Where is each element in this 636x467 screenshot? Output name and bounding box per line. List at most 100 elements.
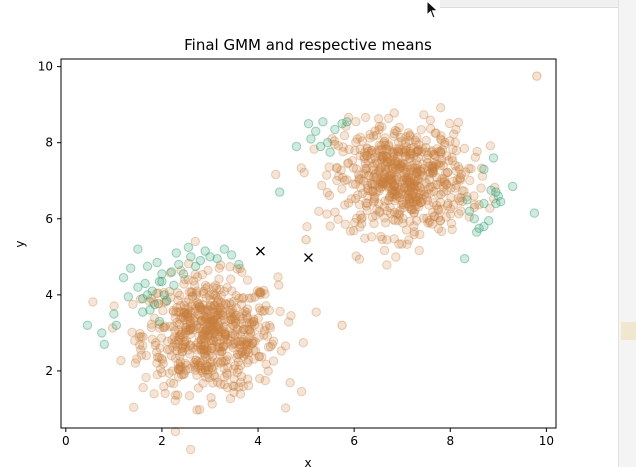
point-orange (205, 295, 216, 305)
point-orange (206, 338, 216, 349)
point-orange (261, 321, 271, 331)
point-orange (220, 356, 231, 366)
point-orange (226, 299, 237, 310)
point-orange (179, 279, 189, 289)
point-orange (196, 315, 207, 326)
point-orange (414, 201, 424, 212)
point-orange (413, 152, 423, 162)
point-orange (180, 311, 190, 321)
point-orange (403, 172, 413, 182)
point-orange (322, 170, 332, 180)
point-orange (342, 175, 352, 185)
point-orange (186, 324, 196, 334)
point-orange (417, 144, 428, 154)
point-orange (377, 179, 388, 189)
point-orange (376, 141, 386, 151)
point-orange (179, 308, 189, 318)
point-orange (254, 322, 264, 333)
point-orange (136, 331, 146, 342)
point-orange (416, 197, 426, 208)
point-orange (389, 158, 400, 169)
point-orange (240, 306, 250, 317)
point-orange (343, 159, 353, 169)
point-green (205, 252, 215, 262)
point-orange (412, 163, 422, 174)
point-orange (409, 229, 419, 240)
point-orange (138, 332, 148, 342)
point-orange (247, 293, 257, 303)
point-orange (411, 192, 421, 202)
point-orange (409, 221, 419, 231)
point-orange (371, 148, 381, 158)
point-orange (162, 345, 173, 355)
point-orange (398, 159, 408, 169)
point-orange (374, 206, 384, 216)
point-orange (433, 147, 443, 157)
point-orange (223, 362, 233, 373)
point-orange (427, 182, 437, 192)
point-orange (382, 157, 392, 167)
point-orange (370, 191, 380, 202)
point-orange (402, 162, 413, 172)
point-orange (466, 164, 476, 174)
point-orange (179, 307, 189, 317)
point-orange (159, 297, 170, 307)
point-orange (242, 336, 252, 347)
point-orange (417, 194, 427, 204)
point-orange (450, 160, 460, 171)
point-orange (436, 189, 446, 200)
point-orange (354, 254, 365, 264)
point-orange (384, 183, 394, 193)
point-orange (381, 160, 391, 170)
point-orange (401, 142, 412, 152)
point-orange (416, 167, 426, 177)
point-orange (178, 331, 188, 342)
point-orange (174, 319, 185, 329)
point-orange (236, 360, 246, 370)
point-orange (239, 340, 250, 350)
point-orange (172, 345, 182, 356)
point-orange (214, 338, 225, 349)
point-orange (245, 318, 255, 328)
point-orange (349, 226, 359, 236)
point-orange (431, 159, 442, 169)
point-orange (193, 360, 204, 370)
point-orange (406, 173, 416, 183)
point-orange (363, 146, 374, 157)
point-orange (424, 200, 434, 210)
point-orange (233, 357, 244, 367)
point-orange (208, 290, 218, 300)
point-orange (188, 343, 198, 353)
point-orange (171, 335, 181, 345)
point-orange (201, 304, 211, 314)
point-orange (406, 204, 416, 215)
point-orange (129, 402, 139, 412)
point-orange (127, 327, 137, 337)
point-orange (212, 310, 223, 320)
point-orange (400, 178, 410, 188)
point-orange (412, 160, 422, 170)
point-orange (176, 265, 186, 276)
point-orange (437, 155, 447, 165)
point-orange (208, 315, 219, 325)
point-orange (236, 348, 246, 359)
point-orange (175, 330, 185, 340)
point-orange (438, 187, 449, 197)
point-orange (385, 208, 396, 219)
point-orange (146, 293, 156, 304)
point-orange (384, 145, 394, 155)
point-orange (421, 153, 432, 164)
point-orange (132, 354, 142, 364)
point-orange (242, 304, 253, 314)
point-orange (433, 205, 444, 215)
point-orange (107, 323, 118, 333)
point-green (479, 198, 489, 209)
point-orange (151, 338, 161, 348)
point-orange (193, 357, 203, 367)
point-orange (180, 339, 190, 350)
point-orange (170, 326, 180, 336)
point-orange (377, 154, 387, 165)
point-orange (147, 334, 158, 344)
point-orange (403, 171, 413, 181)
point-orange (351, 164, 362, 174)
